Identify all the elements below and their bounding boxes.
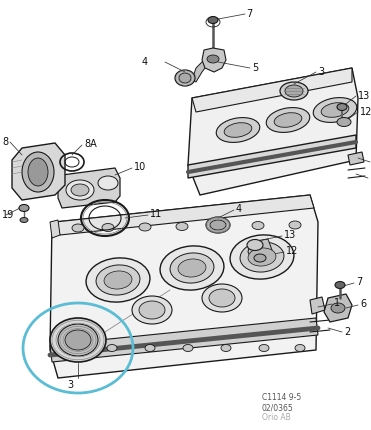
Ellipse shape xyxy=(289,221,301,229)
Polygon shape xyxy=(188,135,356,178)
Ellipse shape xyxy=(252,221,264,230)
Polygon shape xyxy=(248,239,272,260)
Text: 3: 3 xyxy=(67,380,73,390)
Polygon shape xyxy=(55,195,314,235)
Ellipse shape xyxy=(313,98,357,123)
Text: 19: 19 xyxy=(2,210,14,220)
Ellipse shape xyxy=(86,258,150,302)
Ellipse shape xyxy=(22,152,54,192)
Ellipse shape xyxy=(183,344,193,351)
Text: 2: 2 xyxy=(344,327,350,337)
Ellipse shape xyxy=(221,344,231,351)
Text: 10: 10 xyxy=(134,162,146,172)
Ellipse shape xyxy=(206,217,230,233)
Ellipse shape xyxy=(259,344,269,351)
Text: 13: 13 xyxy=(284,230,296,240)
Ellipse shape xyxy=(280,82,308,100)
Text: 1: 1 xyxy=(334,298,340,308)
Ellipse shape xyxy=(145,344,155,351)
Ellipse shape xyxy=(65,330,91,350)
Ellipse shape xyxy=(66,180,94,200)
Ellipse shape xyxy=(321,103,349,117)
Text: 5: 5 xyxy=(252,63,258,73)
Ellipse shape xyxy=(28,158,48,186)
Ellipse shape xyxy=(132,296,172,324)
Ellipse shape xyxy=(247,240,263,251)
Ellipse shape xyxy=(230,235,294,279)
Ellipse shape xyxy=(295,344,305,351)
Ellipse shape xyxy=(179,73,191,83)
Ellipse shape xyxy=(139,301,165,319)
Text: 3: 3 xyxy=(318,67,324,77)
Text: Orio AB: Orio AB xyxy=(262,414,291,423)
Text: 13: 13 xyxy=(358,91,370,101)
Text: 2: 2 xyxy=(370,173,371,183)
Ellipse shape xyxy=(20,218,28,222)
Ellipse shape xyxy=(202,284,242,312)
Text: 4: 4 xyxy=(142,57,148,67)
Ellipse shape xyxy=(216,117,260,142)
Ellipse shape xyxy=(96,265,140,295)
Ellipse shape xyxy=(248,248,276,266)
Ellipse shape xyxy=(104,271,132,289)
Ellipse shape xyxy=(178,259,206,277)
Ellipse shape xyxy=(71,184,89,196)
Ellipse shape xyxy=(207,55,219,63)
Ellipse shape xyxy=(331,303,345,313)
Polygon shape xyxy=(50,195,318,378)
Ellipse shape xyxy=(102,224,114,231)
Ellipse shape xyxy=(266,108,310,132)
Text: 12: 12 xyxy=(286,246,298,256)
Ellipse shape xyxy=(98,176,118,190)
Ellipse shape xyxy=(240,242,284,272)
Polygon shape xyxy=(202,48,226,72)
Ellipse shape xyxy=(254,254,266,262)
Ellipse shape xyxy=(70,344,80,351)
Polygon shape xyxy=(50,220,60,238)
Polygon shape xyxy=(348,152,364,165)
Polygon shape xyxy=(324,294,352,322)
Text: 4: 4 xyxy=(236,204,242,214)
Ellipse shape xyxy=(50,318,106,362)
Ellipse shape xyxy=(72,224,84,232)
Text: 02/0365: 02/0365 xyxy=(262,403,294,412)
Text: 8: 8 xyxy=(2,137,8,147)
Ellipse shape xyxy=(337,117,351,126)
Text: 11: 11 xyxy=(150,209,162,219)
Ellipse shape xyxy=(175,70,195,86)
Ellipse shape xyxy=(337,104,347,111)
Ellipse shape xyxy=(214,222,226,230)
Ellipse shape xyxy=(170,253,214,283)
Text: 12: 12 xyxy=(360,107,371,117)
Text: C1114 9-5: C1114 9-5 xyxy=(262,393,301,402)
Ellipse shape xyxy=(285,85,303,97)
Ellipse shape xyxy=(19,205,29,212)
Text: 8A: 8A xyxy=(84,139,97,149)
Ellipse shape xyxy=(208,16,218,24)
Ellipse shape xyxy=(107,344,117,351)
Polygon shape xyxy=(310,297,325,314)
Text: 7: 7 xyxy=(356,277,362,287)
Polygon shape xyxy=(12,143,65,200)
Text: 7: 7 xyxy=(246,9,252,19)
Ellipse shape xyxy=(209,289,235,307)
Polygon shape xyxy=(50,318,318,362)
Ellipse shape xyxy=(139,223,151,231)
Polygon shape xyxy=(192,60,208,82)
Text: 6: 6 xyxy=(360,299,366,309)
Ellipse shape xyxy=(335,282,345,289)
Polygon shape xyxy=(192,68,352,112)
Polygon shape xyxy=(58,168,120,208)
Ellipse shape xyxy=(160,246,224,290)
Ellipse shape xyxy=(224,123,252,137)
Ellipse shape xyxy=(274,113,302,127)
Ellipse shape xyxy=(210,220,226,230)
Ellipse shape xyxy=(176,222,188,230)
Polygon shape xyxy=(188,68,358,195)
Ellipse shape xyxy=(58,324,98,356)
